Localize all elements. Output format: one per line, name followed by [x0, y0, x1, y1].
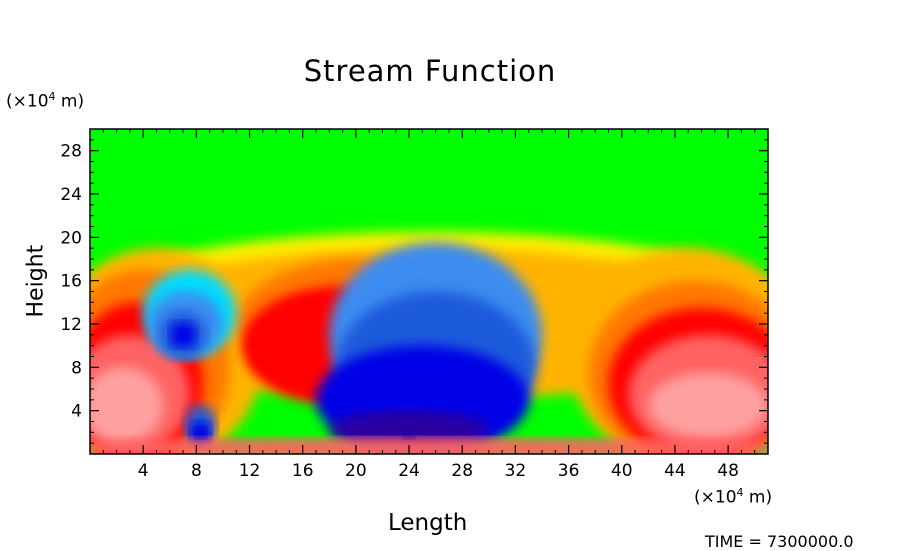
x-tick-label: 28: [451, 461, 473, 481]
chart-title: Stream Function: [303, 54, 557, 88]
x-tick-label: 20: [345, 461, 367, 481]
x-tick-label: 8: [191, 461, 202, 481]
x-tick-label: 24: [398, 461, 420, 481]
y-tick-label: 4: [71, 402, 82, 422]
x-tick-label: 12: [239, 461, 261, 481]
feature-low-core: [194, 426, 207, 439]
y-tick-label: 8: [71, 358, 82, 378]
x-axis-label: Length: [388, 510, 468, 536]
feature-low-core: [177, 328, 190, 341]
x-tick-label: 4: [138, 461, 149, 481]
y-tick-label: 16: [60, 272, 82, 292]
x-tick-label: 40: [611, 461, 633, 481]
x-tick-label: 32: [505, 461, 527, 481]
feature-low-core: [403, 426, 416, 439]
x-tick-label: 44: [664, 461, 686, 481]
y-axis-unit: (×104 m): [6, 90, 85, 112]
y-tick-label: 20: [60, 228, 82, 248]
contour-region: [90, 367, 164, 444]
y-tick-label: 12: [60, 315, 82, 335]
contour-region: [648, 372, 768, 438]
x-tick-label: 16: [292, 461, 314, 481]
feature-high-core: [695, 399, 708, 412]
y-tick-label: 24: [60, 185, 82, 205]
x-tick-label: 36: [558, 461, 580, 481]
x-axis-unit: (×104 m): [694, 486, 773, 508]
contour-region: [90, 437, 768, 454]
x-tick-label: 48: [717, 461, 739, 481]
feature-high-core: [123, 399, 136, 412]
y-tick-label: 28: [60, 142, 82, 162]
heatmap-field: [90, 129, 768, 454]
